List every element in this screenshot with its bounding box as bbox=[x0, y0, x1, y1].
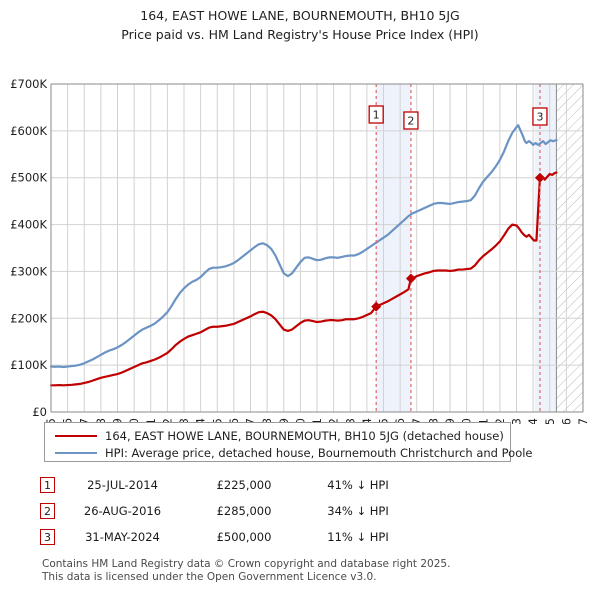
svg-text:2013: 2013 bbox=[343, 418, 357, 424]
chart-title-line1: 164, EAST HOWE LANE, BOURNEMOUTH, BH10 5… bbox=[140, 8, 460, 23]
row-badge: 3 bbox=[40, 529, 55, 545]
row-hpi-delta: 34% ↓ HPI bbox=[327, 504, 389, 518]
svg-text:1: 1 bbox=[373, 109, 380, 122]
footer-line2: This data is licensed under the Open Gov… bbox=[42, 571, 377, 583]
svg-text:2020: 2020 bbox=[460, 418, 474, 424]
svg-text:2010: 2010 bbox=[293, 418, 307, 424]
row-price: £225,000 bbox=[216, 478, 272, 492]
price-chart: £0 £100K £200K £300K £400K £500K £600K £700K 19… bbox=[0, 44, 600, 424]
footer-line1: Contains HM Land Registry data © Crown c… bbox=[42, 558, 451, 570]
chart-canvas: £0 £100K £200K £300K £400K £500K £600K £700K 19… bbox=[10, 77, 590, 424]
table-row: 2 26-AUG-2016 £285,000 34% ↓ HPI bbox=[40, 498, 520, 524]
svg-text:2024: 2024 bbox=[526, 418, 540, 424]
legend-swatch-property bbox=[55, 435, 97, 437]
svg-text:£300K: £300K bbox=[10, 264, 47, 278]
gridlines bbox=[50, 83, 584, 413]
svg-text:2026: 2026 bbox=[559, 418, 573, 424]
legend-label-property: 164, EAST HOWE LANE, BOURNEMOUTH, BH10 5… bbox=[105, 429, 504, 443]
svg-text:2023: 2023 bbox=[510, 418, 524, 424]
row-date: 31-MAY-2024 bbox=[85, 530, 160, 544]
svg-text:3: 3 bbox=[536, 111, 543, 124]
row-price: £285,000 bbox=[216, 504, 272, 518]
chart-titles: 164, EAST HOWE LANE, BOURNEMOUTH, BH10 5… bbox=[0, 0, 600, 44]
svg-text:2019: 2019 bbox=[443, 418, 457, 424]
svg-text:2005: 2005 bbox=[210, 418, 224, 424]
row-hpi-delta: 11% ↓ HPI bbox=[327, 530, 389, 544]
svg-text:2: 2 bbox=[407, 115, 414, 128]
future-region bbox=[555, 84, 583, 412]
svg-text:1996: 1996 bbox=[61, 418, 75, 424]
legend-entry-property: 164, EAST HOWE LANE, BOURNEMOUTH, BH10 5… bbox=[51, 428, 504, 444]
svg-text:2027: 2027 bbox=[576, 418, 590, 424]
svg-text:2021: 2021 bbox=[476, 418, 490, 424]
svg-text:2004: 2004 bbox=[194, 418, 208, 424]
svg-text:1995: 1995 bbox=[44, 418, 58, 424]
svg-text:£0: £0 bbox=[32, 405, 47, 419]
svg-text:2012: 2012 bbox=[327, 418, 341, 424]
data-series bbox=[49, 124, 558, 387]
legend-label-hpi: HPI: Average price, detached house, Bour… bbox=[105, 446, 533, 460]
chart-title-line2: Price paid vs. HM Land Registry's House … bbox=[121, 27, 479, 42]
legend-swatch-hpi bbox=[55, 452, 97, 454]
x-axis-labels: 1995199619971998199920002001200220032004… bbox=[44, 418, 590, 424]
svg-text:2009: 2009 bbox=[277, 418, 291, 424]
table-row: 1 25-JUL-2014 £225,000 41% ↓ HPI bbox=[40, 472, 520, 498]
svg-text:2002: 2002 bbox=[160, 418, 174, 424]
svg-text:£200K: £200K bbox=[10, 311, 47, 325]
svg-text:2006: 2006 bbox=[227, 418, 241, 424]
chart-legend: 164, EAST HOWE LANE, BOURNEMOUTH, BH10 5… bbox=[44, 422, 533, 462]
axes-frame bbox=[50, 83, 584, 413]
svg-text:2017: 2017 bbox=[410, 418, 424, 424]
svg-text:2018: 2018 bbox=[426, 418, 440, 424]
row-badge: 1 bbox=[40, 477, 55, 493]
table-row: 3 31-MAY-2024 £500,000 11% ↓ HPI bbox=[40, 524, 520, 550]
svg-text:2003: 2003 bbox=[177, 418, 191, 424]
svg-text:1998: 1998 bbox=[94, 418, 108, 424]
svg-text:2016: 2016 bbox=[393, 418, 407, 424]
svg-text:£500K: £500K bbox=[10, 171, 47, 185]
svg-text:2007: 2007 bbox=[244, 418, 258, 424]
row-badge: 2 bbox=[40, 503, 55, 519]
svg-text:2015: 2015 bbox=[377, 418, 391, 424]
svg-text:1997: 1997 bbox=[77, 418, 91, 424]
svg-text:2014: 2014 bbox=[360, 418, 374, 424]
row-date: 26-AUG-2016 bbox=[83, 504, 162, 518]
y-axis-labels: £0 £100K £200K £300K £400K £500K £600K £700K bbox=[10, 77, 47, 419]
svg-text:£600K: £600K bbox=[10, 124, 47, 138]
svg-text:2011: 2011 bbox=[310, 418, 324, 424]
row-price: £500,000 bbox=[216, 530, 272, 544]
transactions-table: 1 25-JUL-2014 £225,000 41% ↓ HPI 2 26-AU… bbox=[40, 472, 520, 550]
svg-text:2022: 2022 bbox=[493, 418, 507, 424]
svg-text:2008: 2008 bbox=[260, 418, 274, 424]
legend-entry-hpi: HPI: Average price, detached house, Bour… bbox=[51, 445, 533, 461]
svg-text:2001: 2001 bbox=[144, 418, 158, 424]
svg-text:2000: 2000 bbox=[127, 418, 141, 424]
svg-text:£400K: £400K bbox=[10, 218, 47, 232]
attribution-footer: Contains HM Land Registry data © Crown c… bbox=[42, 558, 582, 584]
row-hpi-delta: 41% ↓ HPI bbox=[327, 478, 389, 492]
transaction-markers: 1 2 3 bbox=[368, 84, 548, 412]
svg-text:£700K: £700K bbox=[10, 77, 47, 91]
svg-text:1999: 1999 bbox=[111, 418, 125, 424]
svg-text:£100K: £100K bbox=[10, 358, 47, 372]
svg-text:2025: 2025 bbox=[543, 418, 557, 424]
row-date: 25-JUL-2014 bbox=[87, 478, 158, 492]
